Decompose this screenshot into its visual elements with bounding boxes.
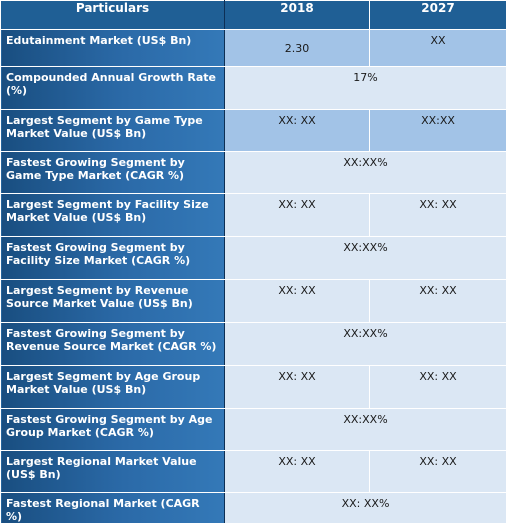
row-label: Compounded Annual Growth Rate (%) (0, 66, 225, 110)
value-span: XX:XX% (224, 151, 506, 194)
value-2018: XX: XX (224, 450, 370, 493)
value-span: XX:XX% (224, 322, 506, 366)
value-span: XX: XX% (224, 492, 506, 524)
value-2027: XX: XX (369, 193, 506, 237)
row-label: Fastest Growing Segment by Age Group Mar… (0, 408, 225, 451)
value-2027: XX:XX (369, 109, 506, 152)
value-span: XX:XX% (224, 236, 506, 280)
row-label: Edutainment Market (US$ Bn) (0, 29, 225, 67)
value-2018: XX: XX (224, 193, 370, 237)
header-row: Particulars 2018 2027 (0, 0, 506, 30)
value-2018: 2.30 (224, 29, 370, 67)
table-row: Fastest Growing Segment by Facility Size… (0, 236, 506, 280)
value-2027: XX: XX (369, 365, 506, 409)
header-2018: 2018 (224, 0, 370, 30)
table-row: Largest Regional Market Value (US$ Bn) X… (0, 450, 506, 493)
table-row: Fastest Growing Segment by Game Type Mar… (0, 151, 506, 194)
value-span: 17% (224, 66, 506, 110)
value-2027: XX: XX (369, 279, 506, 323)
row-label: Largest Segment by Facility Size Market … (0, 193, 225, 237)
table-row: Largest Segment by Revenue Source Market… (0, 279, 506, 323)
row-label: Largest Regional Market Value (US$ Bn) (0, 450, 225, 493)
value-2027: XX (369, 29, 506, 67)
row-label: Fastest Regional Market (CAGR %) (0, 492, 225, 524)
header-2027: 2027 (369, 0, 506, 30)
row-label: Largest Segment by Revenue Source Market… (0, 279, 225, 323)
row-label: Largest Segment by Age Group Market Valu… (0, 365, 225, 409)
row-label: Fastest Growing Segment by Game Type Mar… (0, 151, 225, 194)
value-2018: XX: XX (224, 279, 370, 323)
table-row: Largest Segment by Game Type Market Valu… (0, 109, 506, 152)
row-label: Fastest Growing Segment by Facility Size… (0, 236, 225, 280)
table-row: Fastest Growing Segment by Revenue Sourc… (0, 322, 506, 366)
value-2027: XX: XX (369, 450, 506, 493)
table-row: Largest Segment by Facility Size Market … (0, 193, 506, 237)
table-row: Edutainment Market (US$ Bn) 2.30 XX (0, 29, 506, 67)
value-2018: XX: XX (224, 365, 370, 409)
row-label: Fastest Growing Segment by Revenue Sourc… (0, 322, 225, 366)
value-span: XX:XX% (224, 408, 506, 451)
header-particulars: Particulars (0, 0, 225, 30)
table-row: Compounded Annual Growth Rate (%) 17% (0, 66, 506, 110)
value-2018: XX: XX (224, 109, 370, 152)
table-row: Fastest Growing Segment by Age Group Mar… (0, 408, 506, 451)
row-label: Largest Segment by Game Type Market Valu… (0, 109, 225, 152)
table-row: Fastest Regional Market (CAGR %) XX: XX% (0, 492, 506, 524)
table-row: Largest Segment by Age Group Market Valu… (0, 365, 506, 409)
